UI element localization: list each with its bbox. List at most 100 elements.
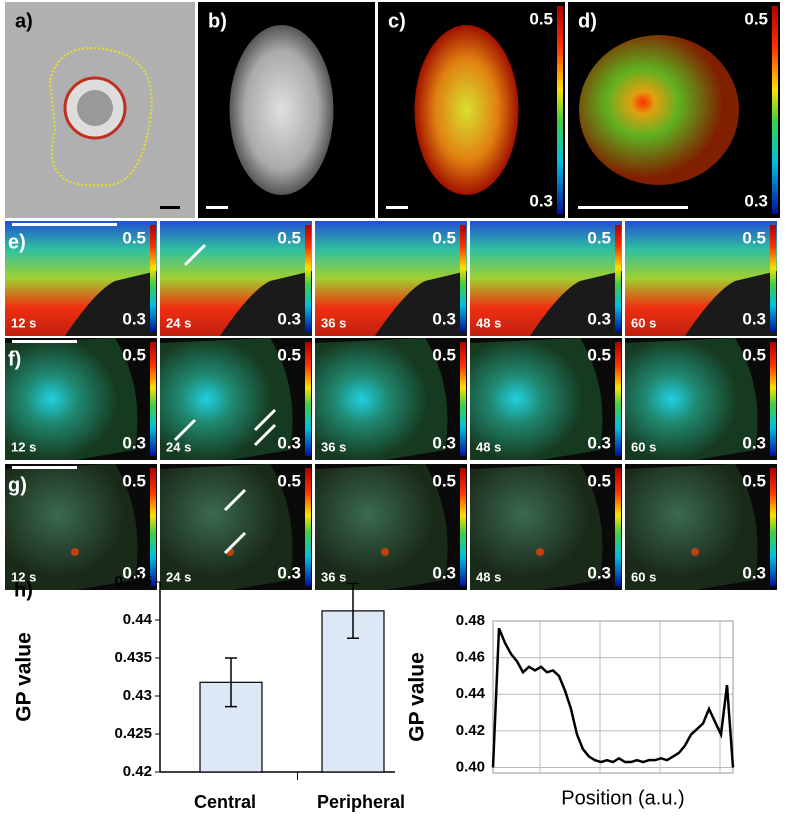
cell bbox=[625, 338, 758, 460]
colorbar bbox=[150, 342, 156, 456]
colorbar bbox=[460, 342, 466, 456]
time-label: 24 s bbox=[166, 315, 191, 330]
scale-min: 0.3 bbox=[587, 433, 611, 452]
y-tick-label: 0.44 bbox=[123, 611, 153, 628]
scale-max: 0.5 bbox=[742, 228, 766, 247]
plot-frame bbox=[492, 620, 734, 774]
colorbar bbox=[460, 468, 466, 586]
x-axis-label: Position (a.u.) bbox=[561, 787, 684, 809]
colorbar bbox=[305, 342, 311, 456]
panel-label: c) bbox=[388, 10, 406, 32]
spot bbox=[691, 548, 699, 556]
scale-bar bbox=[12, 223, 117, 226]
arrow bbox=[253, 408, 277, 432]
panel-label: h) bbox=[14, 579, 33, 601]
time-label: 36 s bbox=[321, 315, 346, 330]
colorbar bbox=[772, 6, 778, 214]
scale-bar bbox=[578, 206, 688, 209]
scale-max: 0.5 bbox=[742, 471, 766, 490]
scale-max: 0.5 bbox=[587, 345, 611, 364]
y-axis-label: GP value bbox=[406, 652, 429, 742]
y-tick-label: 0.48 bbox=[456, 612, 485, 629]
cell bbox=[625, 464, 758, 590]
spot bbox=[536, 548, 544, 556]
scale-min: 0.3 bbox=[122, 433, 146, 452]
panel-label: d) bbox=[578, 10, 597, 32]
scale-max: 0.5 bbox=[122, 228, 146, 247]
dark-region bbox=[375, 271, 467, 336]
time-label: 60 s bbox=[631, 569, 656, 584]
y-tick-label: 0.435 bbox=[114, 649, 152, 666]
scale-max: 0.5 bbox=[432, 345, 456, 364]
y-tick-label: 0.42 bbox=[123, 763, 152, 780]
y-tick-label: 0.445 bbox=[114, 573, 152, 590]
time-label: 12 s bbox=[11, 439, 36, 454]
y-tick-label: 0.425 bbox=[114, 725, 152, 742]
scale-min: 0.3 bbox=[587, 309, 611, 328]
scale-bar bbox=[386, 206, 408, 209]
dark-region bbox=[65, 271, 157, 336]
time-label: 60 s bbox=[631, 315, 656, 330]
scale-bar bbox=[12, 466, 77, 469]
spot bbox=[381, 548, 389, 556]
dark-region bbox=[685, 271, 777, 336]
error-bar bbox=[347, 582, 359, 639]
scale-min: 0.3 bbox=[277, 563, 301, 582]
scale-bar bbox=[206, 206, 228, 209]
scale-max: 0.5 bbox=[432, 471, 456, 490]
scale-min: 0.3 bbox=[587, 563, 611, 582]
arrow bbox=[223, 488, 247, 512]
cell bbox=[470, 338, 603, 460]
time-label: 12 s bbox=[11, 315, 36, 330]
y-tick-label: 0.40 bbox=[456, 758, 485, 775]
cell bbox=[315, 464, 448, 590]
scale-bar bbox=[160, 206, 180, 209]
arrow bbox=[183, 243, 207, 267]
x-tick-label: Central bbox=[194, 792, 256, 812]
scale-max: 0.5 bbox=[587, 228, 611, 247]
cell bbox=[160, 464, 293, 590]
y-tick-label: 0.44 bbox=[456, 685, 486, 702]
y-axis-label: GP value bbox=[13, 632, 36, 722]
dark-region bbox=[220, 271, 312, 336]
panel-label: g) bbox=[8, 474, 27, 496]
panel-label: e) bbox=[8, 231, 26, 253]
scale-min: 0.3 bbox=[432, 309, 456, 328]
colorbar bbox=[305, 225, 311, 332]
panel-label: b) bbox=[208, 10, 227, 32]
colorbar bbox=[770, 468, 776, 586]
scale-max: 0.5 bbox=[529, 9, 553, 28]
scale-max: 0.5 bbox=[277, 345, 301, 364]
scale-max: 0.5 bbox=[587, 471, 611, 490]
scale-max: 0.5 bbox=[122, 345, 146, 364]
cell bbox=[229, 25, 334, 195]
scale-max: 0.5 bbox=[277, 471, 301, 490]
time-label: 48 s bbox=[476, 439, 501, 454]
colorbar bbox=[557, 6, 563, 214]
scale-min: 0.3 bbox=[742, 433, 766, 452]
time-label: 36 s bbox=[321, 569, 346, 584]
time-label: 24 s bbox=[166, 439, 191, 454]
colorbar bbox=[150, 225, 156, 332]
spot bbox=[71, 548, 79, 556]
scale-bar bbox=[12, 340, 77, 343]
arrow bbox=[253, 423, 277, 447]
time-label: 24 s bbox=[166, 569, 191, 584]
panel-label: f) bbox=[8, 348, 21, 370]
colorbar bbox=[615, 468, 621, 586]
colorbar bbox=[770, 225, 776, 332]
arrow bbox=[223, 531, 247, 555]
colorbar bbox=[615, 225, 621, 332]
time-label: 48 s bbox=[476, 315, 501, 330]
time-label: 60 s bbox=[631, 439, 656, 454]
y-tick-label: 0.43 bbox=[123, 687, 152, 704]
dark-region bbox=[530, 271, 622, 336]
colorbar bbox=[770, 342, 776, 456]
panel-label: a) bbox=[15, 10, 33, 32]
y-tick-label: 0.46 bbox=[456, 649, 485, 666]
scale-min: 0.3 bbox=[277, 309, 301, 328]
cell bbox=[414, 25, 519, 195]
cell bbox=[160, 338, 293, 460]
charts: h) 0.42 0.425 0.43 0.435 0.44 0.445 GP value Cen… bbox=[13, 573, 735, 812]
